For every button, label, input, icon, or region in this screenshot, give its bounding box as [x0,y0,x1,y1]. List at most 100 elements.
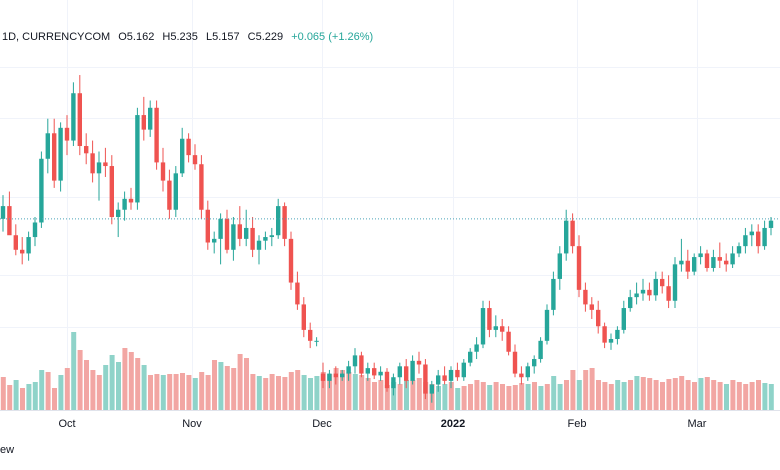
candle-body [736,246,742,254]
volume-bar [615,380,621,410]
candle-body [160,162,166,181]
volume-bar [506,386,512,410]
candle-body [596,309,601,327]
candle-body [45,133,50,159]
candle-body [52,133,57,181]
volume-bar [295,370,301,410]
candle-body [256,240,262,250]
time-axis: Oct Nov Dec 2022 Feb Mar [58,418,706,430]
volume-bar [154,374,160,410]
volume-bar [327,374,333,410]
candle-body [570,220,575,247]
candle-body [500,326,505,332]
candle-body [384,371,390,389]
volume-bar [186,375,192,410]
volume-bar [212,360,217,410]
volume-bar [621,382,627,410]
volume-bar [148,375,153,410]
candle-body [135,115,140,203]
volume-bar [570,370,576,410]
volume-bar [647,378,653,410]
candle-body [711,257,716,268]
volume-bars [0,332,774,410]
volume-bar [768,384,774,410]
volume-bar [468,384,473,410]
candle-body [468,351,473,363]
open-value: O5.162 [118,31,155,43]
candle-body [493,326,498,330]
candle-body [205,209,210,243]
candle-body [544,309,550,341]
volume-bar [538,386,544,410]
candle-body [628,297,633,309]
volume-bar [532,382,537,410]
volume-bar [333,368,339,410]
volume-bar [384,385,390,410]
candle-body [724,260,729,265]
candle-body [743,235,748,247]
candle-body [621,308,626,330]
candle-body [692,257,697,272]
volume-bar [583,370,589,410]
volume-bar [576,380,582,410]
volume-bar [64,368,70,410]
volume-bar [282,377,288,410]
volume-bar [84,360,89,410]
volume-bar [122,348,128,410]
volume-bar [692,382,697,410]
volume-bar [359,375,365,410]
candle-body [378,371,383,376]
candle-body [141,115,146,130]
change-value: +0.065 (+1.26%) [291,31,374,43]
candle-body [276,206,281,236]
volume-bar [743,384,749,410]
volume-bar [218,362,224,410]
candle-body [237,224,242,239]
candle-body [615,329,620,339]
volume-bar [762,383,768,410]
volume-bar [589,368,595,410]
candle-body [551,278,556,310]
volume-bar [192,378,198,410]
x-tick-label: Oct [58,418,75,430]
candle-body [359,355,364,374]
candle-body [346,366,351,374]
volume-bar [365,378,371,410]
candle-body [768,220,774,228]
volume-bar [96,375,102,410]
candle-body [352,355,358,367]
volume-bar [263,378,269,410]
candle-body [128,198,134,203]
candle-body [327,373,332,381]
volume-bar [32,382,38,410]
volume-bar [45,372,51,410]
candle-body [288,238,294,283]
candle-body [250,227,255,250]
volume-bar [717,382,723,410]
brand-label[interactable]: ew [0,444,15,456]
candle-body [84,146,89,154]
candle-body [602,326,607,343]
volume-bar [372,382,377,410]
volume-bar [698,378,704,410]
volume-bar [340,370,345,410]
symbol-label[interactable]: 1D, CURRENCYCOM [2,31,111,43]
candle-body [122,198,127,210]
volume-bar [103,365,109,410]
candle-body [301,304,306,330]
candle-body [231,224,236,250]
candles [0,75,774,403]
candle-body [282,206,287,239]
volume-bar [135,358,141,410]
volume-bar [724,384,729,410]
candle-body [564,220,569,254]
volume-bar [269,374,275,410]
volume-bar [544,384,550,410]
volume-bar [564,380,569,410]
candle-body [461,362,466,378]
candle-body [77,93,82,147]
volume-bar [410,380,416,410]
candle-body [244,227,249,239]
volume-bar [711,380,717,410]
candle-body [512,351,518,374]
